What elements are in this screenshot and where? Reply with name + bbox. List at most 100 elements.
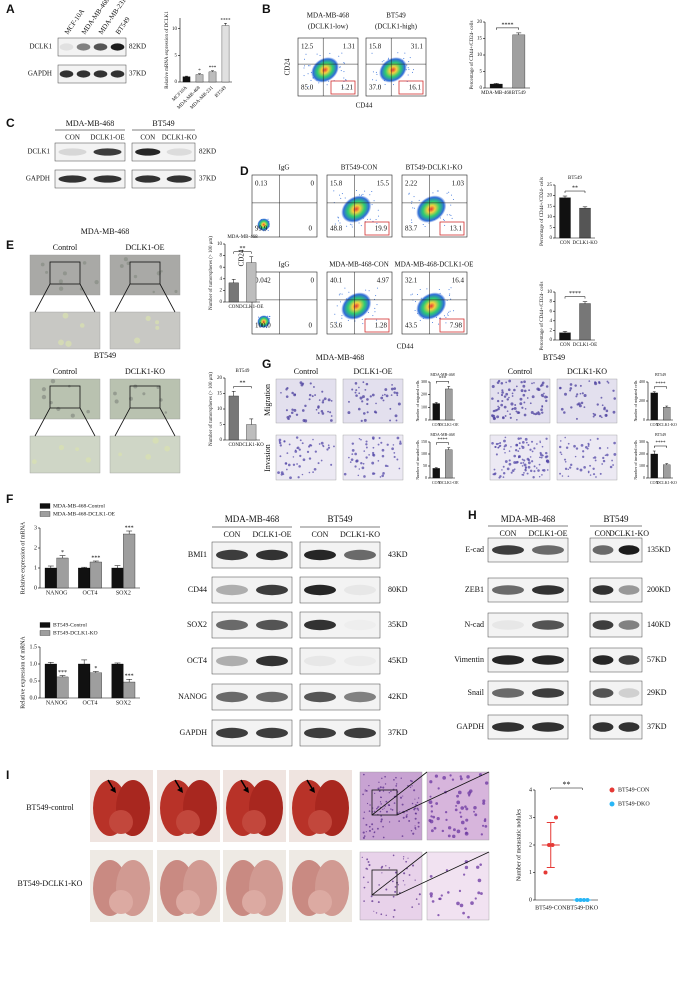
cell [379,786,382,789]
flow-event [305,53,307,55]
flow-event [375,295,377,297]
cell [524,408,527,410]
cell [394,414,398,418]
cell [368,810,371,812]
flow-event [318,82,320,84]
cell [370,895,373,898]
blot-band [216,619,248,631]
cell [322,444,324,447]
cell [362,876,365,879]
cell [596,437,599,440]
cell [500,393,504,397]
y-tick-label: 5 [175,53,178,58]
zoom-box [49,385,81,409]
label: CD44 [188,585,207,594]
flow-event [397,52,399,54]
y-axis-label: Number of migrated cells [633,380,638,421]
cell [411,864,415,867]
blot-band [532,585,564,595]
cell [329,419,333,422]
error-bar [652,391,656,393]
cell [564,392,567,396]
cell [524,466,528,469]
y-tick-label: 10 [217,407,223,412]
cell [351,388,354,391]
flow-event [329,52,331,54]
cell [155,320,160,325]
cell [326,448,329,451]
cell [575,395,578,398]
micrograph [359,851,423,921]
cell [417,797,420,799]
x-tick-label: CON [432,422,441,427]
cell [70,413,75,418]
cell [393,802,396,804]
flow-event [450,204,452,206]
cell [62,271,67,276]
cell [540,456,543,459]
cell [402,858,405,860]
flow-event [404,52,406,54]
cell [296,446,300,450]
cell [318,399,321,401]
cell [541,474,543,476]
cell [376,807,378,810]
lung-lobe [109,890,133,914]
cell [546,469,549,471]
cell [497,379,501,383]
zoom-box [49,261,81,285]
cell [362,412,366,415]
cell [373,832,375,834]
blot-band [492,545,524,555]
flow-event [426,288,428,290]
y-tick-label: 10 [547,290,553,295]
cell [378,790,381,792]
arrow-head [309,787,315,793]
significance-bracket [564,190,586,194]
cell [494,472,497,475]
significance-bracket [564,296,586,299]
micrograph [556,434,618,481]
cell [417,821,420,824]
x-tick-label: SOX2 [116,590,131,596]
cell [447,834,451,838]
cell [523,472,525,474]
cell [563,411,566,414]
y-tick-label: 15 [217,392,223,397]
y-tick-label: 5 [480,70,483,75]
cell [513,388,516,392]
lung-lobe [176,810,200,834]
cell [460,820,465,825]
y-tick-label: 1 [34,565,37,571]
error-bar [114,565,121,568]
cell [414,798,416,800]
cell [504,451,506,454]
cell [362,381,365,384]
label: 45KD [388,656,408,665]
panel-label: H [468,508,477,522]
flow-event [443,219,445,221]
label: 80KD [388,585,408,594]
x-tick-label: SOX2 [116,700,131,706]
flow-event [419,289,421,291]
cell [456,901,460,906]
y-tick-label: 4 [550,319,553,324]
cell [365,867,368,870]
cell [360,419,363,422]
cell [321,401,325,404]
cell [430,829,434,833]
flow-event [368,290,370,292]
cell [280,473,283,476]
cell [384,783,387,785]
cell [314,394,317,397]
label: GAPDH [26,175,50,183]
cell [283,440,286,443]
y-tick-label: 0 [220,300,223,305]
y-tick-label: 2 [220,289,223,294]
cell [133,274,138,279]
blot-band [592,655,614,665]
cell [469,789,473,793]
cell [595,476,597,478]
cell [601,463,604,465]
highlight-box [398,80,424,95]
